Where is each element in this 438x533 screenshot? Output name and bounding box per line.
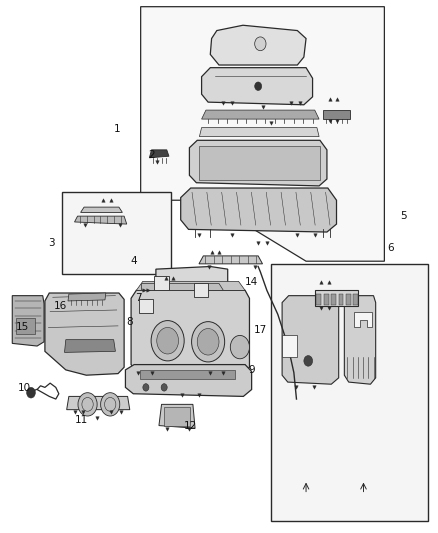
Polygon shape: [210, 25, 306, 65]
Polygon shape: [64, 340, 116, 352]
FancyBboxPatch shape: [139, 299, 153, 313]
Circle shape: [157, 327, 179, 354]
FancyBboxPatch shape: [346, 294, 351, 305]
Text: 15: 15: [16, 322, 29, 333]
Polygon shape: [323, 110, 350, 119]
FancyBboxPatch shape: [339, 294, 343, 305]
Polygon shape: [181, 188, 336, 232]
Polygon shape: [131, 290, 250, 374]
FancyBboxPatch shape: [16, 318, 35, 334]
Circle shape: [254, 82, 261, 91]
FancyBboxPatch shape: [271, 264, 428, 521]
Polygon shape: [67, 397, 130, 410]
Polygon shape: [141, 284, 223, 290]
FancyBboxPatch shape: [164, 407, 190, 426]
Polygon shape: [12, 296, 44, 346]
Polygon shape: [136, 281, 245, 290]
FancyBboxPatch shape: [194, 283, 208, 297]
Circle shape: [304, 356, 313, 366]
Circle shape: [143, 384, 149, 391]
FancyBboxPatch shape: [317, 294, 321, 305]
Polygon shape: [159, 405, 195, 428]
Circle shape: [27, 387, 35, 398]
Polygon shape: [68, 293, 106, 301]
Polygon shape: [81, 207, 122, 213]
Text: 16: 16: [53, 301, 67, 311]
Polygon shape: [315, 290, 358, 306]
FancyBboxPatch shape: [140, 370, 235, 379]
Circle shape: [230, 335, 250, 359]
Polygon shape: [141, 7, 385, 261]
Circle shape: [101, 393, 120, 416]
Text: 6: 6: [388, 243, 394, 253]
Text: 3: 3: [48, 238, 55, 248]
Polygon shape: [149, 150, 169, 158]
Circle shape: [191, 321, 225, 362]
Polygon shape: [354, 312, 372, 327]
Circle shape: [78, 393, 97, 416]
FancyBboxPatch shape: [62, 192, 171, 274]
FancyBboxPatch shape: [154, 276, 169, 290]
Text: 9: 9: [248, 365, 255, 375]
FancyBboxPatch shape: [324, 294, 328, 305]
Polygon shape: [199, 127, 319, 136]
Circle shape: [254, 37, 266, 51]
Circle shape: [151, 320, 184, 361]
Text: 4: 4: [131, 256, 138, 266]
Text: 8: 8: [127, 317, 133, 327]
Text: 5: 5: [401, 211, 407, 221]
Polygon shape: [125, 365, 252, 397]
Polygon shape: [282, 296, 339, 384]
FancyBboxPatch shape: [198, 146, 320, 180]
Polygon shape: [201, 68, 313, 105]
FancyBboxPatch shape: [331, 294, 336, 305]
Polygon shape: [344, 296, 376, 384]
Polygon shape: [199, 256, 262, 264]
Text: 10: 10: [18, 383, 31, 393]
Polygon shape: [156, 266, 228, 288]
Circle shape: [161, 384, 167, 391]
Text: 2: 2: [148, 150, 155, 160]
Circle shape: [197, 328, 219, 355]
Polygon shape: [282, 335, 297, 357]
Polygon shape: [45, 293, 124, 375]
Polygon shape: [74, 216, 127, 224]
Text: 7: 7: [135, 293, 142, 303]
Polygon shape: [201, 110, 319, 119]
Text: 11: 11: [75, 415, 88, 425]
Text: 12: 12: [184, 421, 198, 431]
Text: 17: 17: [254, 325, 267, 335]
FancyBboxPatch shape: [353, 294, 358, 305]
Text: 1: 1: [113, 124, 120, 134]
Text: 14: 14: [245, 277, 258, 287]
Polygon shape: [189, 140, 327, 186]
